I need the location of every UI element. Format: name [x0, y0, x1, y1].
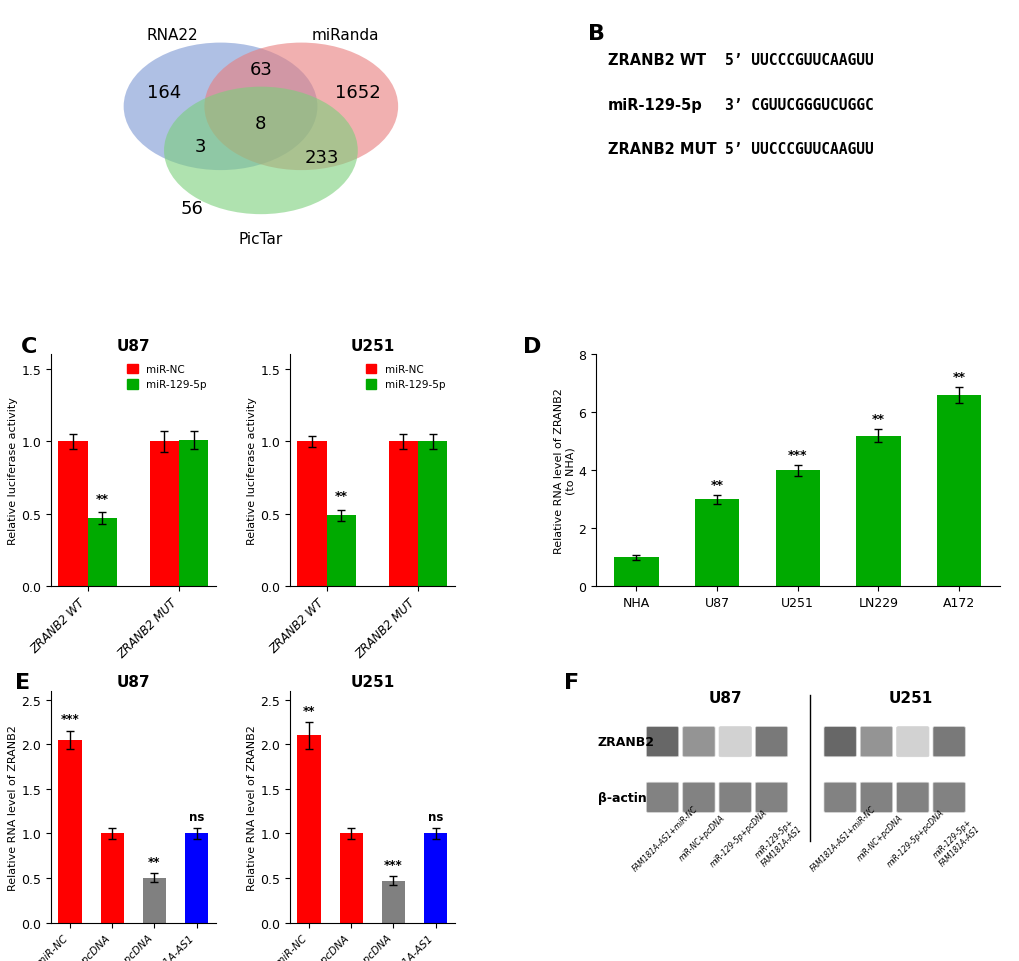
Text: FAM181A-AS1+miR-NC: FAM181A-AS1+miR-NC: [808, 803, 877, 873]
Text: RNA22: RNA22: [146, 28, 198, 43]
Y-axis label: Relative RNA level of ZRANB2: Relative RNA level of ZRANB2: [8, 724, 18, 890]
Text: ***: ***: [383, 858, 403, 871]
Text: ns: ns: [427, 810, 443, 823]
Text: U251: U251: [888, 690, 932, 705]
Bar: [774, 471, 819, 587]
FancyBboxPatch shape: [755, 727, 787, 757]
Text: 8: 8: [255, 114, 266, 133]
Text: **: **: [710, 479, 722, 491]
FancyBboxPatch shape: [646, 782, 678, 813]
Text: miR-129-5p+
FAM181A-AS1: miR-129-5p+ FAM181A-AS1: [752, 816, 803, 867]
Text: **: **: [303, 703, 315, 717]
Text: 63: 63: [250, 62, 272, 79]
Bar: [388, 442, 418, 587]
Bar: [184, 833, 208, 923]
Y-axis label: Relative RNA level of ZRANB2
(to NHA): Relative RNA level of ZRANB2 (to NHA): [553, 388, 575, 554]
Text: PicTar: PicTar: [238, 232, 282, 247]
Text: 233: 233: [304, 149, 338, 167]
Text: miR-129-5p: miR-129-5p: [607, 97, 702, 112]
Bar: [936, 396, 980, 587]
Text: 5’ UUCCCGUUCAAGUU: 5’ UUCCCGUUCAAGUU: [725, 54, 873, 68]
Bar: [418, 442, 446, 587]
FancyBboxPatch shape: [859, 727, 892, 757]
FancyBboxPatch shape: [823, 782, 856, 813]
Bar: [613, 557, 658, 587]
Text: **: **: [96, 493, 109, 505]
Text: **: **: [952, 370, 965, 383]
Text: 164: 164: [147, 85, 181, 102]
Ellipse shape: [204, 43, 397, 171]
Y-axis label: Relative RNA level of ZRANB2: Relative RNA level of ZRANB2: [248, 724, 257, 890]
Bar: [179, 440, 208, 587]
FancyBboxPatch shape: [932, 782, 964, 813]
Bar: [855, 436, 900, 587]
Text: 1652: 1652: [334, 85, 380, 102]
FancyBboxPatch shape: [896, 782, 928, 813]
Text: ZRANB2 WT: ZRANB2 WT: [607, 54, 705, 68]
Text: ZRANB2 MUT: ZRANB2 MUT: [607, 141, 716, 157]
Text: ns: ns: [189, 810, 204, 823]
FancyBboxPatch shape: [682, 727, 714, 757]
FancyBboxPatch shape: [859, 782, 892, 813]
Text: β-actin: β-actin: [597, 791, 646, 804]
Text: 56: 56: [180, 200, 204, 218]
FancyBboxPatch shape: [718, 782, 751, 813]
Bar: [58, 442, 88, 587]
Text: F: F: [564, 673, 578, 692]
Bar: [424, 833, 446, 923]
Text: miR-129-5p+pcDNA: miR-129-5p+pcDNA: [884, 807, 946, 868]
Bar: [694, 500, 739, 587]
FancyBboxPatch shape: [755, 782, 787, 813]
Text: C: C: [21, 336, 38, 357]
Text: ***: ***: [61, 713, 79, 726]
Text: miR-NC+pcDNA: miR-NC+pcDNA: [854, 813, 904, 862]
Text: miR-129-5p+pcDNA: miR-129-5p+pcDNA: [707, 807, 768, 868]
FancyBboxPatch shape: [823, 727, 856, 757]
Text: miR-NC+pcDNA: miR-NC+pcDNA: [677, 813, 727, 862]
Bar: [143, 878, 166, 923]
Text: ZRANB2: ZRANB2: [597, 735, 654, 749]
Text: 5’ UUCCCGUUCAAGUU: 5’ UUCCCGUUCAAGUU: [725, 141, 873, 157]
FancyBboxPatch shape: [646, 727, 678, 757]
Text: **: **: [334, 490, 347, 503]
Title: U87: U87: [116, 339, 150, 354]
Y-axis label: Relative luciferase activity: Relative luciferase activity: [8, 397, 18, 545]
Bar: [58, 740, 82, 923]
Bar: [298, 735, 320, 923]
FancyBboxPatch shape: [896, 727, 928, 757]
Ellipse shape: [123, 43, 317, 171]
Text: E: E: [14, 673, 30, 692]
Text: **: **: [871, 412, 884, 426]
Title: U251: U251: [350, 675, 394, 690]
Bar: [101, 833, 123, 923]
FancyBboxPatch shape: [682, 782, 714, 813]
Text: B: B: [587, 24, 604, 44]
Text: 3’ CGUUCGGGUCUGGC: 3’ CGUUCGGGUCUGGC: [725, 97, 873, 112]
Bar: [88, 519, 117, 587]
Legend: miR-NC, miR-129-5p: miR-NC, miR-129-5p: [362, 360, 449, 394]
Bar: [339, 833, 363, 923]
Bar: [298, 442, 326, 587]
FancyBboxPatch shape: [932, 727, 964, 757]
Text: 3: 3: [195, 137, 206, 156]
Title: U251: U251: [350, 339, 394, 354]
Y-axis label: Relative luciferase activity: Relative luciferase activity: [248, 397, 257, 545]
Text: **: **: [148, 855, 161, 868]
Text: D: D: [523, 336, 541, 357]
Text: U87: U87: [707, 690, 741, 705]
Text: FAM181A-AS1+miR-NC: FAM181A-AS1+miR-NC: [631, 803, 699, 873]
Legend: miR-NC, miR-129-5p: miR-NC, miR-129-5p: [123, 360, 210, 394]
Bar: [381, 880, 405, 923]
Bar: [150, 442, 179, 587]
Bar: [326, 516, 356, 587]
Text: ***: ***: [788, 449, 807, 461]
Text: miR-129-5p+
FAM181A-AS1: miR-129-5p+ FAM181A-AS1: [929, 816, 980, 867]
Text: miRanda: miRanda: [312, 28, 379, 43]
Title: U87: U87: [116, 675, 150, 690]
FancyBboxPatch shape: [718, 727, 751, 757]
Ellipse shape: [164, 87, 358, 215]
